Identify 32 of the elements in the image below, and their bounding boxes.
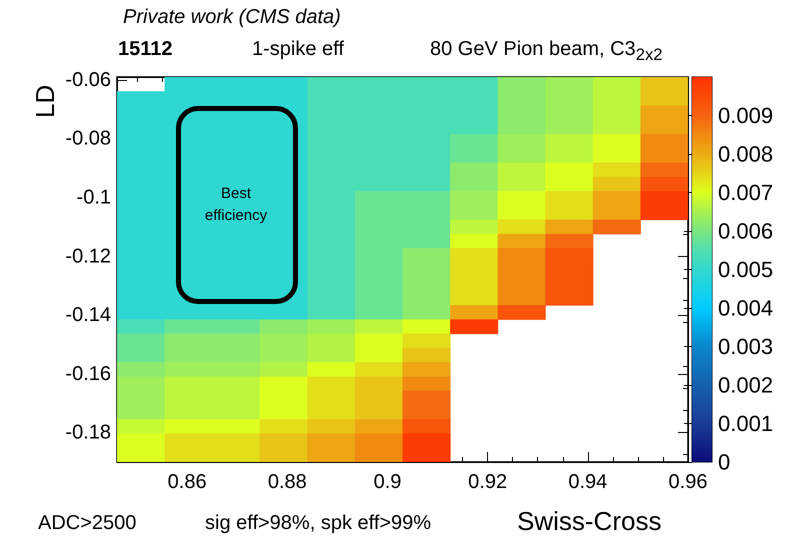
y-tick-label: -0.08	[65, 128, 111, 150]
color-bar-label: 0.001	[718, 411, 774, 436]
x-tick-label: 0.96	[668, 471, 708, 493]
text: 80 GeV Pion beam, C3$_{2x2}$	[430, 38, 663, 66]
y-tick-label: -0.18	[65, 422, 111, 444]
annotation: Best efficiency	[204, 184, 268, 226]
x-tick-label: 0.92	[468, 471, 508, 493]
x-tick-label: 0.94	[568, 471, 608, 493]
y-tick-label: -0.06	[65, 68, 111, 91]
y-tick-label: -0.16	[65, 362, 111, 385]
y-tick-label: -0.14	[65, 304, 111, 326]
x-tick-label: 0.86	[168, 471, 207, 493]
text: 1-spike eff	[252, 38, 344, 60]
y-tick-label: -0.12	[65, 245, 111, 268]
color-bar-label: 0.008	[718, 142, 774, 166]
color-bar-label: 0.003	[718, 334, 774, 359]
text: 15112	[118, 38, 173, 60]
y-tick-label: -0.1	[76, 186, 111, 208]
chart-title: Private work (CMS data)	[123, 6, 341, 28]
text: ADC>2500	[38, 512, 136, 534]
x-tick-label: 0.88	[268, 471, 307, 493]
color-bar-label: 0.005	[718, 257, 774, 282]
color-bar-label: 0.007	[718, 180, 774, 205]
x-tick-label: 0.9	[374, 471, 402, 493]
text: sig eff>98%, spk eff>99%	[205, 512, 432, 534]
color-bar-label: 0.009	[718, 103, 774, 128]
color-bar-label: 0.006	[718, 218, 774, 244]
color-bar-label: 0	[718, 450, 730, 474]
color-bar-label: 0.004	[718, 296, 774, 320]
color-bar-label: 0.002	[718, 372, 774, 398]
y-axis-title: LD	[30, 84, 60, 118]
x-axis-title: Swiss-Cross	[517, 506, 662, 536]
